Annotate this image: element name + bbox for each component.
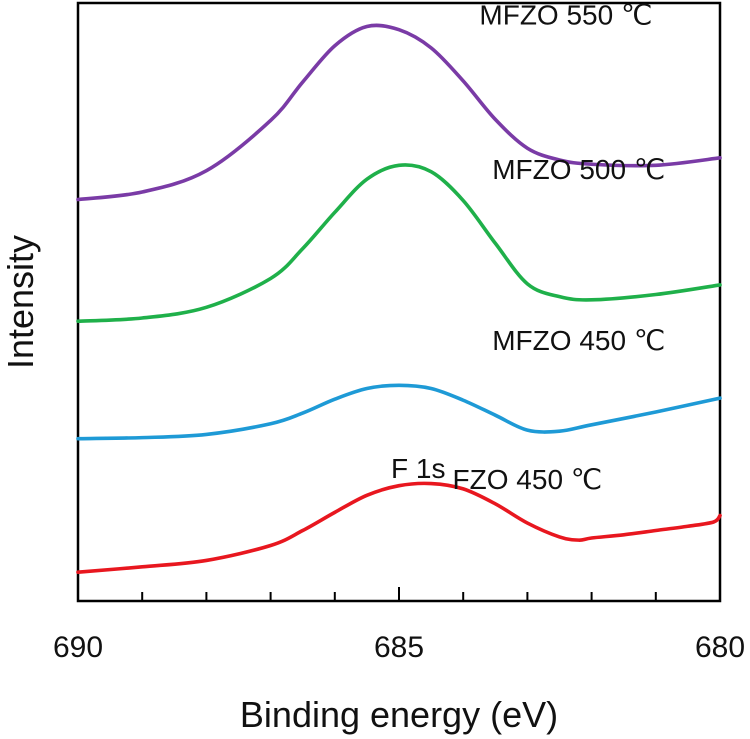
- x-tick-labels: 690 685 680: [53, 631, 745, 664]
- series-line-fzo-450: [76, 481, 722, 574]
- series-line-mfzo-550: [76, 23, 722, 202]
- series-label-mfzo-550: MFZO 550 ℃: [479, 0, 652, 30]
- x-ticks: [77, 587, 721, 601]
- series-label-mfzo-450: MFZO 450 ℃: [492, 325, 665, 356]
- series-line-mfzo-500: [76, 163, 722, 324]
- series-lines: [76, 23, 722, 574]
- series-label-fzo-450: FZO 450 ℃: [453, 464, 603, 495]
- x-tick-label-690: 690: [53, 631, 103, 664]
- x-axis-title: Binding energy (eV): [240, 694, 558, 735]
- y-axis-title: Intensity: [0, 235, 41, 369]
- x-tick-label-680: 680: [695, 631, 745, 664]
- plot-frame: [76, 1, 722, 603]
- series-labels: FZO 450 ℃ MFZO 450 ℃ MFZO 500 ℃ MFZO 550 ℃: [453, 0, 666, 495]
- series-label-mfzo-500: MFZO 500 ℃: [492, 154, 665, 185]
- x-tick-label-685: 685: [374, 631, 424, 664]
- f1s-annotation: F 1s: [391, 453, 445, 484]
- series-line-mfzo-450: [76, 383, 722, 441]
